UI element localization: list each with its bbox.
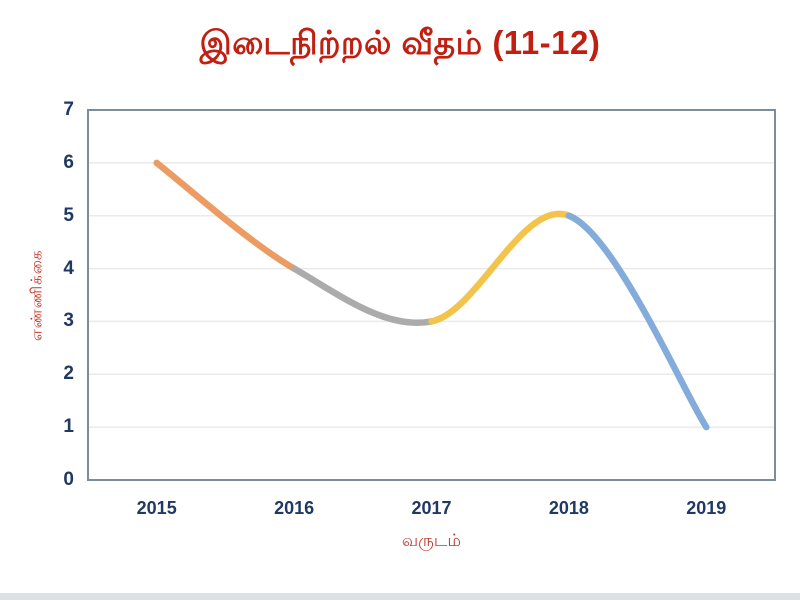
x-tick-label: 2019 bbox=[686, 498, 727, 518]
plot-border bbox=[87, 109, 776, 481]
chart-title: இடைநிற்றல் வீதம் (11-12) bbox=[199, 24, 601, 61]
y-tick-label: 3 bbox=[63, 310, 74, 332]
x-tick-label: 2015 bbox=[136, 498, 177, 518]
gridlines bbox=[88, 162, 775, 428]
y-tick-label: 1 bbox=[63, 416, 74, 438]
line-segment-2018-2019 bbox=[565, 212, 710, 431]
x-axis-title: வருடம் bbox=[401, 531, 462, 550]
line-segment-2015-2016 bbox=[153, 159, 298, 272]
x-tick-label: 2017 bbox=[411, 498, 452, 518]
y-tick-label: 6 bbox=[63, 151, 74, 173]
y-tick-label: 7 bbox=[63, 99, 74, 120]
bottom-strip bbox=[0, 593, 800, 600]
y-axis-title: எண்ணிக்கை bbox=[28, 249, 46, 341]
y-tick-label: 2 bbox=[63, 363, 74, 385]
y-tick-label: 4 bbox=[63, 257, 74, 279]
line-series bbox=[153, 159, 710, 431]
line-segment-2017-2018 bbox=[428, 210, 573, 325]
y-tick-label: 5 bbox=[63, 204, 74, 226]
y-tick-label: 0 bbox=[63, 469, 74, 490]
x-tick-label: 2018 bbox=[548, 498, 589, 518]
line-segment-2016-2017 bbox=[290, 265, 435, 326]
x-tick-label: 2016 bbox=[274, 498, 315, 518]
